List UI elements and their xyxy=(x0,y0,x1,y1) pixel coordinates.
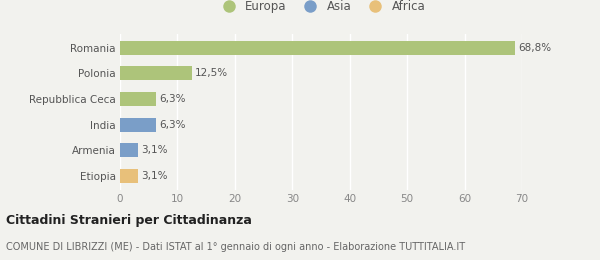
Text: 12,5%: 12,5% xyxy=(195,68,229,79)
Bar xyxy=(120,118,156,132)
Bar xyxy=(120,169,138,183)
Text: 6,3%: 6,3% xyxy=(160,120,186,129)
Text: 6,3%: 6,3% xyxy=(160,94,186,104)
Text: 3,1%: 3,1% xyxy=(141,171,168,181)
Bar xyxy=(120,143,138,157)
Bar xyxy=(120,41,515,55)
Text: COMUNE DI LIBRIZZI (ME) - Dati ISTAT al 1° gennaio di ogni anno - Elaborazione T: COMUNE DI LIBRIZZI (ME) - Dati ISTAT al … xyxy=(6,242,465,252)
Bar xyxy=(120,92,156,106)
Text: Cittadini Stranieri per Cittadinanza: Cittadini Stranieri per Cittadinanza xyxy=(6,214,252,227)
Bar xyxy=(120,67,192,81)
Text: 3,1%: 3,1% xyxy=(141,145,168,155)
Legend: Europa, Asia, Africa: Europa, Asia, Africa xyxy=(214,0,428,15)
Text: 68,8%: 68,8% xyxy=(518,43,551,53)
